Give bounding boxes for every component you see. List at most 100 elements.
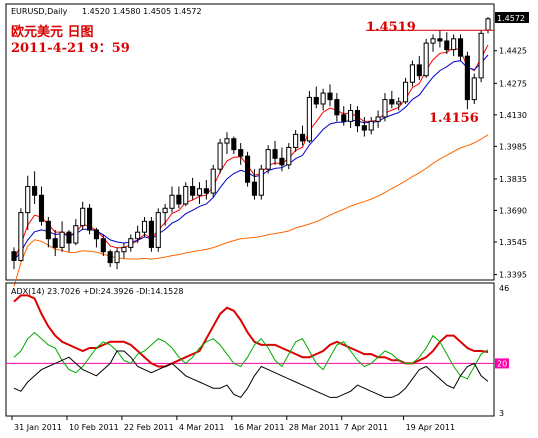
candle	[265, 145, 271, 174]
candle	[306, 90, 312, 144]
candle-body	[334, 99, 340, 116]
candle	[203, 180, 209, 200]
candle	[334, 93, 340, 122]
candle	[403, 77, 409, 104]
candle	[128, 234, 134, 252]
candle	[210, 164, 216, 198]
price-tick-label: 1.3395	[499, 271, 527, 280]
candle	[293, 130, 299, 152]
candle	[389, 90, 395, 109]
candle	[348, 103, 354, 128]
candle-body	[217, 142, 223, 170]
annotation-low: 1.4156	[429, 111, 479, 126]
candle	[327, 84, 333, 107]
candle	[279, 147, 285, 172]
candle-body	[457, 38, 464, 57]
price-tick-label: 1.3690	[499, 206, 527, 215]
candle	[231, 136, 237, 154]
level-box: 20	[495, 358, 509, 369]
candle-body	[464, 55, 470, 101]
price-tick-label: 1.4425	[499, 47, 527, 56]
candle-body	[190, 186, 196, 196]
candle	[430, 34, 436, 52]
candle	[382, 93, 388, 122]
candle	[38, 186, 45, 226]
candle-body	[423, 42, 429, 77]
candle-body	[375, 116, 381, 122]
candle-body	[169, 194, 175, 209]
candle	[32, 171, 38, 204]
candle-body	[238, 149, 244, 157]
candle-body	[327, 92, 333, 101]
candle-body	[444, 40, 450, 51]
candles	[11, 17, 491, 270]
date-tick-label: 10 Feb 2011	[69, 423, 119, 432]
price-panel: 1.4425 1.4275 1.4130 1.3985 1.3835 1.3690 1.35…	[5, 3, 529, 287]
candle-body	[135, 231, 141, 240]
candle-body	[87, 207, 93, 231]
candle	[258, 164, 264, 200]
candle-body	[59, 231, 65, 248]
candle	[190, 177, 196, 200]
candle-body	[451, 38, 457, 51]
candle	[224, 132, 230, 154]
ema-fast-line	[13, 44, 489, 261]
candle-body	[389, 99, 395, 105]
price-tick-label: 1.3985	[499, 142, 527, 151]
candle	[368, 117, 374, 135]
candle-body	[354, 109, 361, 127]
candle	[87, 203, 93, 235]
price-panel-frame	[5, 3, 495, 281]
current-price-box: 1.4572	[495, 12, 529, 23]
date-axis: 31 Jan 2011 10 Feb 2011 22 Feb 2011 4 Mar 2…	[11, 416, 455, 432]
candle	[416, 56, 422, 81]
candle-body	[348, 109, 354, 122]
candle	[375, 110, 381, 128]
candle	[45, 216, 51, 248]
date-tick-label: 22 Feb 2011	[124, 423, 174, 432]
candle	[354, 106, 361, 133]
price-tick-label: 1.4275	[499, 79, 527, 88]
candle	[148, 216, 154, 252]
candle	[100, 234, 106, 257]
candle	[183, 182, 189, 207]
candle-body	[485, 18, 491, 31]
candle	[451, 34, 457, 57]
ema-mid-line	[13, 54, 489, 261]
plus-di-line	[13, 331, 489, 380]
candle-body	[176, 194, 182, 205]
candle	[11, 247, 17, 270]
candle	[217, 138, 223, 174]
candle	[464, 51, 470, 110]
candle-body	[121, 246, 127, 253]
candle	[80, 201, 86, 231]
candle	[341, 106, 347, 126]
candle	[272, 140, 278, 165]
price-tick-label: 1.3545	[499, 238, 527, 247]
adx-axis: 46 3	[499, 284, 509, 418]
candle	[176, 186, 182, 209]
candle-body	[403, 81, 409, 103]
adx-panel: 46 3 ADX(14) 23.7026 +DI:24.3926 -DI:14.1…	[5, 282, 509, 418]
ema-lines	[13, 44, 489, 287]
candle-body	[361, 125, 367, 131]
date-tick-label: 28 Mar 2011	[289, 423, 340, 432]
candle-body	[45, 220, 51, 240]
candle	[162, 203, 168, 226]
candle-body	[251, 181, 257, 196]
candle-body	[93, 229, 99, 240]
annotation-high: 1.4519	[366, 20, 416, 35]
candle-body	[196, 188, 203, 196]
candle-body	[224, 138, 230, 144]
ohlc-label: 1.4520 1.4580 1.4505 1.4572	[82, 7, 202, 16]
current-price-label: 1.4572	[497, 14, 525, 23]
candle-body	[141, 220, 148, 233]
symbol-label: EURUSD,Daily	[11, 7, 68, 16]
candle-body	[279, 157, 285, 166]
candle	[299, 125, 306, 146]
candle-body	[32, 186, 38, 196]
candle-body	[245, 155, 251, 183]
candle	[444, 32, 450, 54]
candle	[169, 186, 175, 213]
candle-body	[231, 138, 237, 151]
